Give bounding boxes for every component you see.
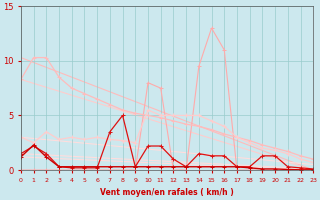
X-axis label: Vent moyen/en rafales ( km/h ): Vent moyen/en rafales ( km/h ) xyxy=(100,188,234,197)
